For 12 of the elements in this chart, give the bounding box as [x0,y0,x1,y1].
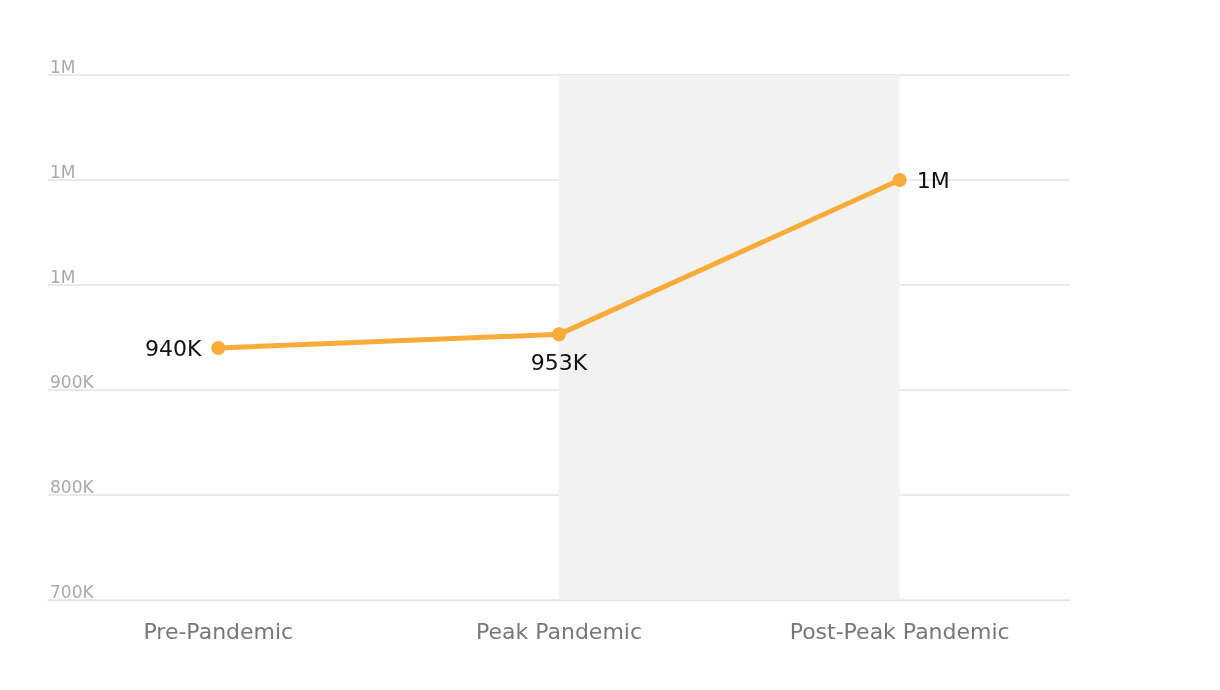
data-label: 940K [144,335,202,361]
x-tick-label: Pre-Pandemic [143,618,294,644]
y-tick-label: 1M [50,266,76,287]
x-tick-label: Peak Pandemic [475,618,643,644]
y-tick-label: 1M [50,161,76,182]
data-label: 953K [530,349,588,375]
y-tick-label: 700K [50,581,95,602]
y-tick-label: 1M [50,56,76,77]
y-tick-label: 800K [50,476,95,497]
data-label: 1M [916,167,950,193]
x-tick-label: Post-Peak Pandemic [789,618,1010,644]
y-tick-label: 900K [50,371,95,392]
